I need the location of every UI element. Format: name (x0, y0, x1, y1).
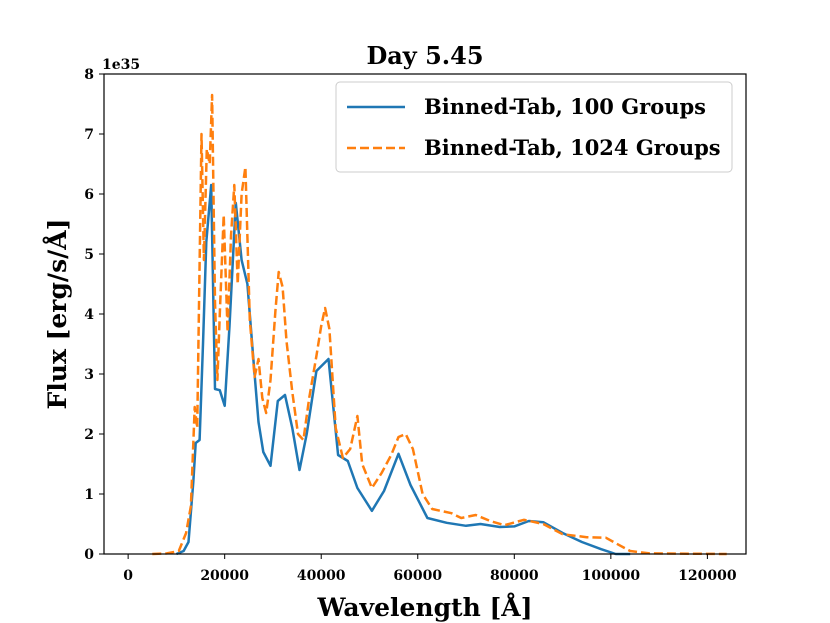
x-tick-label: 60000 (393, 568, 442, 584)
y-axis-ticks: 0 1 2 3 4 5 6 7 8 (84, 67, 104, 563)
x-axis-label: Wavelength [Å] (316, 593, 532, 622)
y-tick-label: 7 (84, 127, 94, 143)
chart-title: Day 5.45 (366, 41, 483, 70)
y-offset-label: 1e35 (102, 57, 140, 73)
legend-label-100-groups: Binned-Tab, 100 Groups (424, 94, 706, 119)
x-tick-label: 120000 (678, 568, 737, 584)
y-tick-label: 2 (84, 427, 94, 443)
y-tick-label: 3 (84, 367, 94, 383)
x-tick-label: 100000 (582, 568, 641, 584)
y-tick-label: 4 (84, 307, 94, 323)
series-line-100-groups (175, 183, 631, 556)
y-axis-label: Flux [erg/s/Å] (43, 219, 72, 410)
y-tick-label: 1 (84, 487, 94, 503)
y-tick-label: 8 (84, 67, 94, 83)
series-layer (152, 93, 727, 556)
x-axis-ticks: 0 20000 40000 60000 80000 100000 120000 (123, 554, 737, 584)
legend-box (335, 81, 733, 173)
x-tick-label: 0 (123, 568, 133, 584)
y-tick-label: 6 (84, 187, 94, 203)
y-tick-label: 0 (84, 547, 94, 563)
y-tick-label: 5 (84, 247, 94, 263)
legend: Binned-Tab, 100 Groups Binned-Tab, 1024 … (335, 81, 733, 173)
x-tick-label: 40000 (297, 568, 346, 584)
series-line-1024-groups (152, 93, 727, 556)
legend-label-1024-groups: Binned-Tab, 1024 Groups (424, 135, 721, 160)
x-tick-label: 80000 (490, 568, 539, 584)
x-tick-label: 20000 (200, 568, 249, 584)
